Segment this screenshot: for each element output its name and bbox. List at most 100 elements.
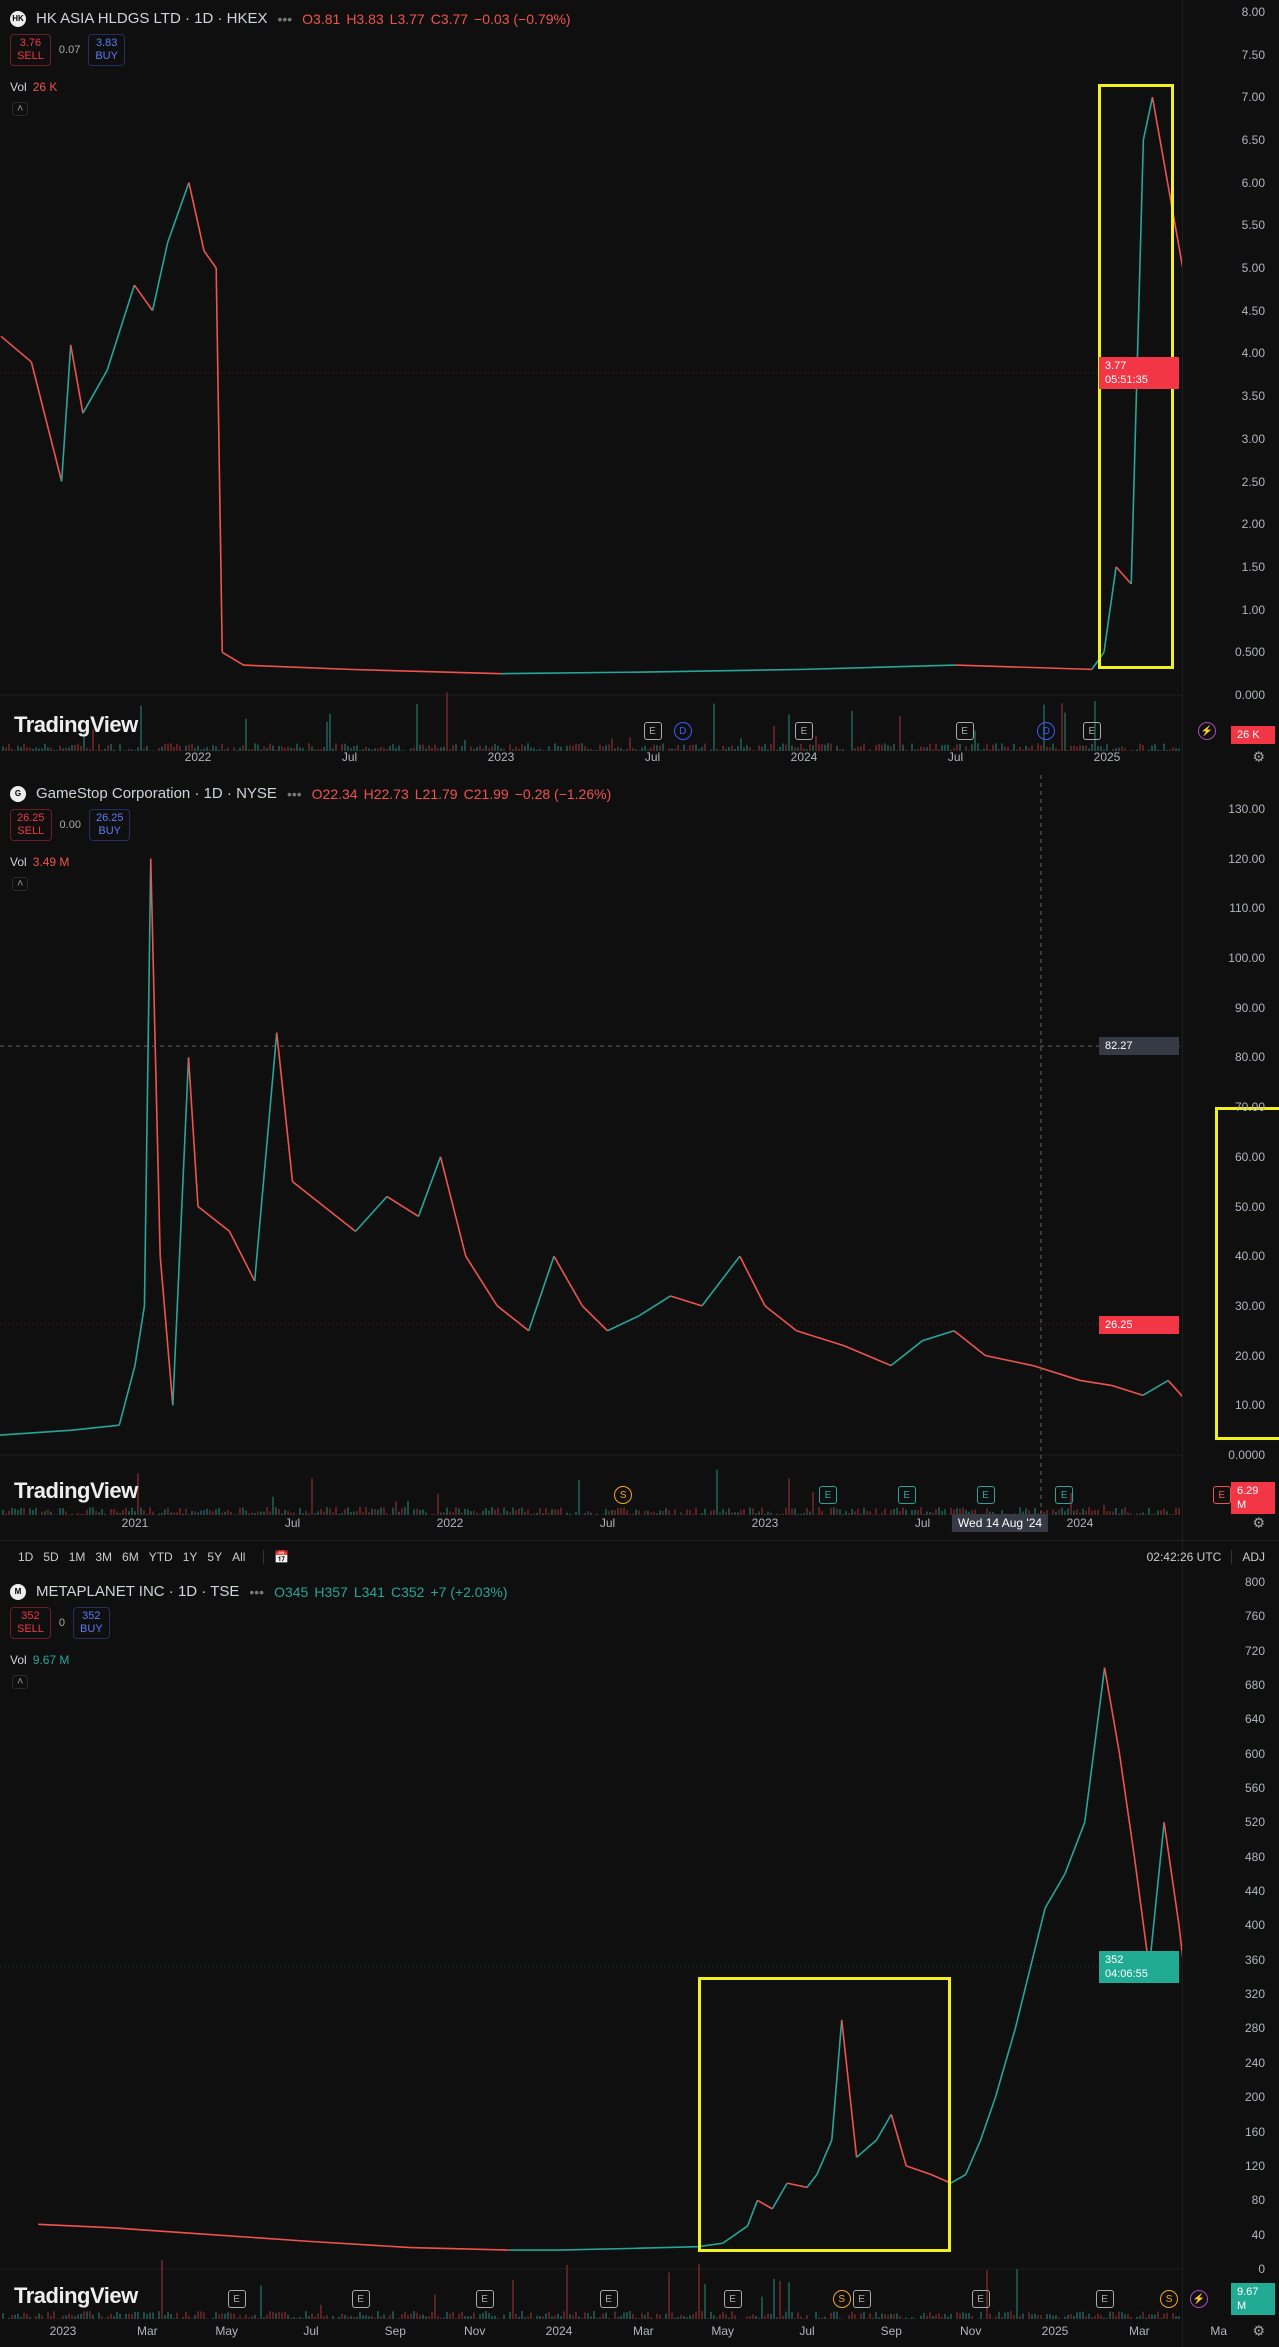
- range-button[interactable]: 6M: [122, 1549, 139, 1564]
- settings-gear-icon[interactable]: ⚙: [1252, 1514, 1265, 1531]
- volume-bar: [1172, 2313, 1174, 2319]
- event-marker-news-icon[interactable]: ⚡: [1197, 722, 1216, 740]
- range-button[interactable]: 1D: [18, 1549, 34, 1564]
- volume-bar: [455, 1507, 457, 1515]
- volume-bar: [539, 2316, 541, 2319]
- settings-gear-icon[interactable]: ⚙: [1252, 748, 1265, 765]
- symbol-title[interactable]: HK ASIA HLDGS LTD · 1D · HKEX: [36, 10, 268, 27]
- collapse-chevron-icon[interactable]: ˄: [12, 877, 29, 891]
- volume-bar: [740, 1509, 742, 1515]
- price-tick: 800: [1244, 1574, 1265, 1589]
- event-marker-earnings[interactable]: E: [599, 2290, 618, 2308]
- volume-bar: [635, 749, 637, 751]
- event-marker-earnings[interactable]: E: [795, 722, 813, 740]
- volume-bar: [299, 1508, 301, 1515]
- volume-bar: [908, 750, 910, 751]
- symbol-title[interactable]: GameStop Corporation · 1D · NYSE: [36, 785, 277, 802]
- symbol-logo: M: [10, 1583, 26, 1600]
- volume-bar: [686, 2317, 688, 2319]
- collapse-chevron-icon[interactable]: ˄: [12, 1675, 29, 1689]
- event-marker-earnings[interactable]: E: [1055, 1486, 1074, 1504]
- chart-panel[interactable]: G GameStop Corporation · 1D · NYSE ••• O22.…: [0, 775, 1279, 1576]
- volume-bar: [446, 2311, 448, 2319]
- price-axis[interactable]: 800 760 720 680 640 600 560 520 480 440 400 360 320 2…: [1182, 1573, 1279, 2347]
- event-marker-earnings[interactable]: E: [227, 2290, 246, 2308]
- volume-bar: [1082, 1508, 1084, 1515]
- chart-panel[interactable]: M METAPLANET INC · 1D · TSE ••• O345 H357 L34…: [0, 1573, 1279, 2347]
- event-marker-earnings[interactable]: E: [1095, 2290, 1114, 2308]
- range-button[interactable]: 3M: [95, 1549, 113, 1564]
- clock[interactable]: 02:42:26 UTC: [1146, 1549, 1222, 1564]
- buy-button[interactable]: 26.25 BUY: [88, 809, 131, 841]
- price-axis[interactable]: 8.00 7.50 7.00 6.50 6.00 5.50 5.00 4.50 4.00 3.50…: [1182, 0, 1279, 775]
- event-marker-earnings[interactable]: E: [955, 722, 974, 740]
- event-marker-earnings[interactable]: E: [852, 2290, 871, 2308]
- event-marker-earnings[interactable]: E: [897, 1486, 916, 1504]
- sell-button[interactable]: 352 SELL: [10, 1607, 51, 1639]
- volume-bar: [416, 2312, 418, 2319]
- volume-bar: [458, 2313, 460, 2319]
- event-marker-split[interactable]: S: [614, 1486, 633, 1504]
- event-marker-earnings[interactable]: E: [723, 2290, 742, 2308]
- more-options-icon[interactable]: •••: [286, 785, 302, 802]
- range-button[interactable]: 5D: [43, 1549, 59, 1564]
- price-plot[interactable]: [0, 0, 1183, 775]
- volume-bar: [1082, 745, 1084, 751]
- price-plot[interactable]: [0, 775, 1183, 1573]
- buy-button[interactable]: 3.83 BUY: [88, 34, 125, 66]
- volume-bar: [887, 2315, 889, 2319]
- event-marker-news-icon[interactable]: ⚡: [1189, 2290, 1208, 2308]
- volume-bar: [944, 744, 946, 751]
- volume-bar: [86, 2311, 88, 2319]
- ohlc-o: O345: [274, 1583, 309, 1600]
- event-marker-earnings[interactable]: E: [971, 2290, 990, 2308]
- event-marker-earnings[interactable]: E: [1212, 1486, 1231, 1504]
- settings-gear-icon[interactable]: ⚙: [1252, 2322, 1265, 2339]
- volume-value: 9.67 M: [32, 1653, 70, 1667]
- collapse-chevron-icon[interactable]: ˄: [12, 102, 29, 116]
- range-button[interactable]: 1M: [68, 1549, 86, 1564]
- volume-bar: [503, 1507, 505, 1515]
- range-button[interactable]: 5Y: [207, 1549, 223, 1564]
- more-options-icon[interactable]: •••: [277, 10, 293, 27]
- price-axis[interactable]: 130.00 120.00 110.00 100.00 90.00 80.00 70.00 6…: [1182, 775, 1279, 1573]
- range-button[interactable]: YTD: [148, 1549, 173, 1564]
- volume-bar: [758, 2317, 760, 2319]
- more-options-icon[interactable]: •••: [249, 1583, 265, 1600]
- event-marker-dividend[interactable]: D: [673, 722, 692, 740]
- event-marker-earnings[interactable]: E: [351, 2290, 370, 2308]
- event-marker-dividend[interactable]: D: [1037, 722, 1056, 740]
- chart-panel[interactable]: HK HK ASIA HLDGS LTD · 1D · HKEX ••• O3.81 H…: [0, 0, 1279, 778]
- volume-bar: [1103, 2317, 1105, 2319]
- event-marker-earnings[interactable]: E: [976, 1486, 995, 1504]
- volume-bar: [41, 1511, 43, 1515]
- volume-bar: [218, 2314, 220, 2319]
- range-button[interactable]: 1Y: [182, 1549, 198, 1564]
- volume-bar: [188, 2315, 190, 2319]
- adjust-button[interactable]: ADJ: [1231, 1549, 1265, 1564]
- volume-bar: [125, 1508, 127, 1515]
- buy-button[interactable]: 352 BUY: [73, 1607, 110, 1639]
- event-marker-earnings[interactable]: E: [475, 2290, 494, 2308]
- volume-bar: [638, 1510, 640, 1515]
- event-marker-earnings[interactable]: E: [819, 1486, 837, 1504]
- symbol-title[interactable]: METAPLANET INC · 1D · TSE: [36, 1583, 240, 1600]
- sell-button[interactable]: 26.25 SELL: [10, 809, 52, 841]
- event-marker-earnings[interactable]: E: [643, 722, 662, 740]
- price-plot[interactable]: [0, 1573, 1183, 2347]
- price-segment: [1133, 1856, 1151, 1969]
- volume-bar: [1139, 743, 1141, 751]
- range-button[interactable]: All: [232, 1549, 246, 1564]
- volume-bar: [8, 2317, 10, 2319]
- sell-button[interactable]: 3.76 SELL: [10, 34, 51, 66]
- go-to-date-calendar-icon[interactable]: 📅: [263, 1549, 289, 1564]
- legend-header: HK HK ASIA HLDGS LTD · 1D · HKEX ••• O3.81 H…: [10, 10, 577, 27]
- event-marker-earnings[interactable]: E: [1082, 722, 1101, 740]
- price-tick: 360: [1244, 1952, 1265, 1967]
- event-marker-split[interactable]: S: [832, 2290, 851, 2308]
- volume-bar: [512, 749, 514, 751]
- price-segment: [60, 344, 72, 482]
- volume-bar: [380, 1507, 382, 1515]
- volume-bar: [1085, 745, 1087, 751]
- event-marker-split[interactable]: S: [1160, 2290, 1179, 2308]
